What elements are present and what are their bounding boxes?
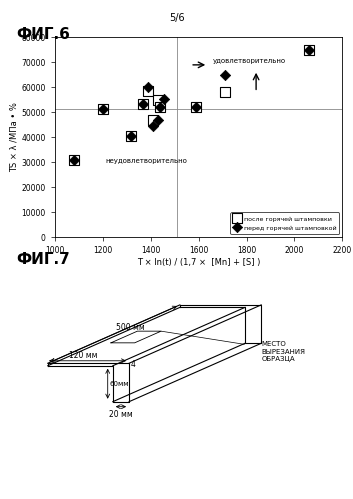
- Text: ФИГ.7: ФИГ.7: [16, 252, 70, 267]
- после горячей штамповки: [140, 100, 146, 108]
- Text: 500 мм: 500 мм: [116, 322, 145, 332]
- Text: 20 мм: 20 мм: [109, 410, 133, 419]
- перед горячей штамповкой: [306, 46, 312, 54]
- перед горячей штамповкой: [140, 100, 146, 108]
- перед горячей штамповкой: [145, 83, 151, 91]
- перед горячей штамповкой: [100, 105, 106, 113]
- перед горячей штамповкой: [193, 103, 199, 111]
- перед горячей штамповкой: [155, 116, 161, 124]
- Text: 120 мм: 120 мм: [69, 350, 97, 360]
- после горячей штамповки: [150, 116, 156, 124]
- после горячей штамповки: [71, 156, 77, 164]
- перед горячей штамповкой: [157, 103, 163, 111]
- после горячей штамповки: [222, 88, 228, 96]
- после горячей штамповки: [155, 96, 161, 104]
- X-axis label: T × ln(t) / (1,7 ×  [Mn] + [S] ): T × ln(t) / (1,7 × [Mn] + [S] ): [137, 258, 260, 267]
- после горячей штамповки: [193, 103, 199, 111]
- Y-axis label: TS × λ /МПа • %: TS × λ /МПа • %: [10, 102, 19, 172]
- перед горячей штамповкой: [222, 71, 228, 79]
- Text: ФИГ.6: ФИГ.6: [16, 27, 70, 42]
- перед горячей штамповкой: [71, 156, 77, 164]
- Text: удовлетворительно: удовлетворительно: [213, 57, 286, 63]
- Text: 60мм: 60мм: [109, 381, 129, 387]
- после горячей штамповки: [128, 132, 134, 140]
- после горячей штамповки: [157, 103, 163, 111]
- перед горячей штамповкой: [161, 95, 167, 103]
- после горячей штамповки: [145, 87, 151, 95]
- Text: 5/6: 5/6: [169, 13, 184, 23]
- после горячей штамповки: [100, 105, 106, 113]
- перед горячей штамповкой: [150, 122, 156, 130]
- Legend: после горячей штамповки, перед горячей штамповкой: после горячей штамповки, перед горячей ш…: [231, 213, 339, 234]
- Text: МЕСТО
ВЫРЕЗАНИЯ
ОБРАЗЦА: МЕСТО ВЫРЕЗАНИЯ ОБРАЗЦА: [261, 341, 305, 362]
- после горячей штамповки: [306, 46, 312, 54]
- Text: 4: 4: [131, 360, 136, 369]
- перед горячей штамповкой: [128, 132, 134, 140]
- Text: неудовлетворительно: неудовлетворительно: [105, 158, 187, 164]
